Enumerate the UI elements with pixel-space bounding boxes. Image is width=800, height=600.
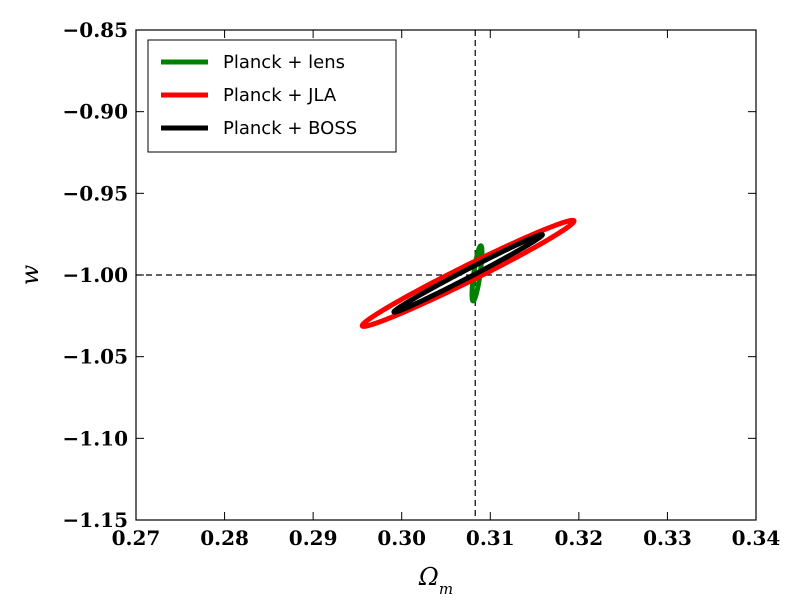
legend: Planck + lens Planck + JLA Planck + BOSS — [147, 39, 397, 153]
x-tick-label: 0.30 — [377, 526, 426, 550]
y-tick-label: −1.10 — [63, 426, 128, 450]
y-tick-label: −1.05 — [63, 345, 128, 369]
x-tick-label: 0.27 — [112, 526, 161, 550]
legend-label: Planck + JLA — [223, 85, 337, 106]
x-tick-label: 0.34 — [732, 526, 781, 550]
x-tick-label: 0.31 — [466, 526, 515, 550]
x-tick-label: 0.33 — [643, 526, 692, 550]
contour-planck-boss — [391, 232, 545, 315]
contour-planck-jla — [359, 217, 577, 329]
legend-label: Planck + BOSS — [223, 118, 357, 139]
plot-frame — [135, 29, 757, 521]
x-tick-label: 0.32 — [554, 526, 603, 550]
y-tick-label: −0.90 — [63, 100, 128, 124]
x-tick-label: 0.29 — [289, 526, 338, 550]
legend-label: Planck + lens — [223, 52, 345, 73]
y-tick-label: −0.95 — [63, 181, 128, 205]
x-axis-label-base: Ω — [418, 563, 439, 591]
x-tick-label: 0.28 — [200, 526, 249, 550]
y-axis-label: w — [16, 264, 44, 285]
x-axis-label-sub: m — [439, 580, 453, 598]
y-tick-label: −1.00 — [63, 263, 128, 287]
y-tick-label: −0.85 — [63, 18, 128, 42]
y-tick-label: −1.15 — [63, 508, 128, 532]
x-axis-label: Ωm — [418, 563, 453, 598]
